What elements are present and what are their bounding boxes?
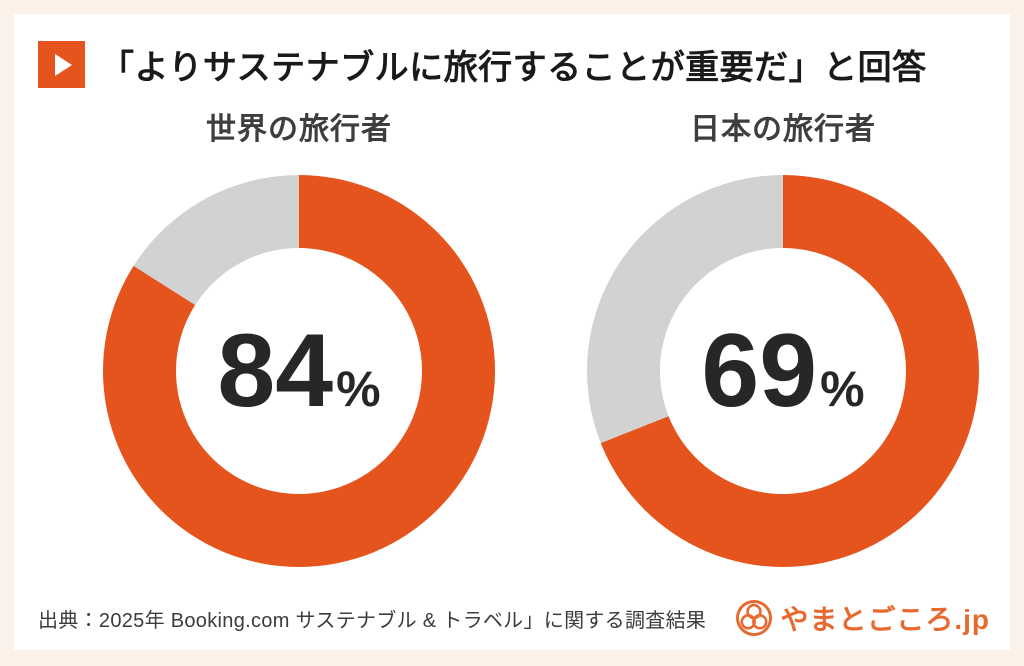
chart-label-world: 世界の旅行者 xyxy=(206,113,392,146)
percent-value: 69 xyxy=(701,313,818,429)
donut-value-japan: 69 % xyxy=(701,319,864,423)
donut-chart-world: 世界の旅行者 84 % xyxy=(103,113,495,567)
yamatogokoro-logo: やまとごころ.jp xyxy=(735,598,990,638)
donut-center-japan: 69 % xyxy=(660,248,906,494)
source-text: 出典：2025年 Booking.com サステナブル & トラベル」に関する調… xyxy=(38,609,707,632)
percent-value: 84 xyxy=(217,313,334,429)
donut-value-world: 84 % xyxy=(217,319,380,423)
logo-text: やまとごころ.jp xyxy=(780,604,990,635)
donut-ring-japan: 69 % xyxy=(587,175,979,567)
play-icon xyxy=(38,41,85,88)
percent-unit: % xyxy=(336,361,381,417)
footer: 出典：2025年 Booking.com サステナブル & トラベル」に関する調… xyxy=(38,598,990,638)
page-title: 「よりサステナブルに旅行することが重要だ」と回答 xyxy=(100,49,927,87)
donut-center-world: 84 % xyxy=(176,248,422,494)
infographic-card: 「よりサステナブルに旅行することが重要だ」と回答 世界の旅行者 84 % 日本の… xyxy=(14,14,1010,650)
header: 「よりサステナブルに旅行することが重要だ」と回答 xyxy=(38,40,927,89)
percent-unit: % xyxy=(820,361,865,417)
donut-chart-japan: 日本の旅行者 69 % xyxy=(587,113,979,567)
trefoil-logo-icon xyxy=(735,599,773,637)
donut-ring-world: 84 % xyxy=(103,175,495,567)
chart-label-japan: 日本の旅行者 xyxy=(690,113,876,146)
play-triangle-icon xyxy=(55,53,72,76)
